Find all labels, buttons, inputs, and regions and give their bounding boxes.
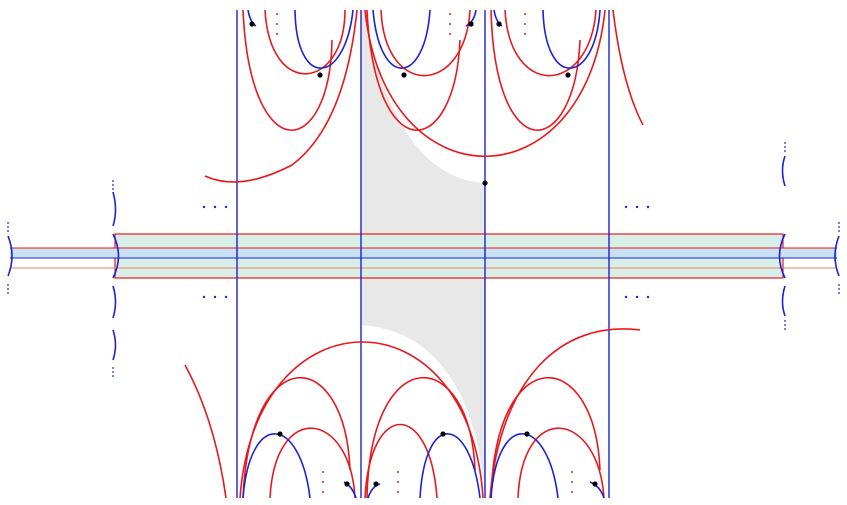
horizontal-band xyxy=(7,155,840,361)
vertical-lines xyxy=(236,10,610,498)
bottom-curves xyxy=(184,328,641,499)
top-curves xyxy=(204,9,644,186)
ellipses xyxy=(7,13,840,493)
